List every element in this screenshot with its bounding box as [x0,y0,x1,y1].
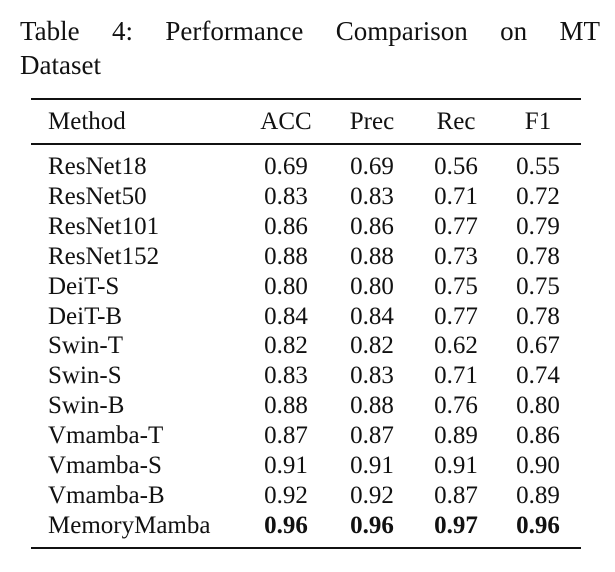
table-row: Swin-S 0.83 0.83 0.71 0.74 [0,361,615,391]
cell-prec: 0.86 [350,212,394,240]
cell-prec: 0.92 [350,481,394,509]
caption-line-1: Table 4: Performance Comparison on MT [20,16,600,46]
cell-method: Swin-T [48,332,123,360]
header-acc: ACC [260,108,312,135]
cell-acc: 0.92 [264,481,308,509]
table-caption: Table 4: Performance Comparison on MT Da… [20,14,600,82]
cell-f1: 0.89 [516,481,560,509]
table-row: ResNet101 0.86 0.86 0.77 0.79 [0,212,615,242]
header-prec: Prec [349,108,395,135]
cell-method: DeiT-B [48,302,123,330]
cell-prec: 0.88 [350,242,394,270]
cell-prec: 0.84 [350,302,394,330]
cell-rec: 0.77 [434,212,478,240]
cell-acc: 0.80 [264,272,308,300]
cell-method: Vmamba-T [48,422,164,450]
cell-rec: 0.77 [434,302,478,330]
cell-acc: 0.88 [264,392,308,420]
cell-prec: 0.83 [350,182,394,210]
cell-method: MemoryMamba [48,511,211,539]
cell-f1: 0.96 [516,511,560,539]
cell-prec: 0.87 [350,422,394,450]
cell-f1: 0.74 [516,362,560,390]
cell-method: ResNet18 [48,153,147,180]
cell-acc: 0.69 [264,153,308,180]
table-row: ResNet152 0.88 0.88 0.73 0.78 [0,242,615,272]
cell-f1: 0.75 [516,272,560,300]
table-row: DeiT-S 0.80 0.80 0.75 0.75 [0,272,615,302]
cell-acc: 0.87 [264,422,308,450]
cell-acc: 0.96 [264,511,308,539]
cell-method: Vmamba-S [48,452,162,479]
cell-rec: 0.97 [434,511,478,539]
cell-method: Swin-B [48,392,125,420]
cell-rec: 0.87 [434,481,478,509]
cell-f1: 0.72 [516,182,560,210]
cell-f1: 0.78 [516,242,560,270]
table-row: Vmamba-S 0.91 0.91 0.91 0.90 [0,451,615,481]
cell-method: ResNet152 [48,242,160,270]
cell-f1: 0.55 [516,153,560,180]
caption-line-2: Dataset [20,50,101,80]
header-rule [31,143,581,145]
table-row: Swin-T 0.82 0.82 0.62 0.67 [0,331,615,361]
header-f1: F1 [524,108,552,135]
cell-acc: 0.84 [264,302,308,330]
table-row: Vmamba-B 0.92 0.92 0.87 0.89 [0,481,615,511]
header-method: Method [48,108,126,135]
cell-f1: 0.80 [516,392,560,420]
table-row: MemoryMamba 0.96 0.96 0.97 0.96 [0,511,615,541]
cell-f1: 0.86 [516,422,560,450]
cell-prec: 0.82 [350,332,394,360]
cell-acc: 0.86 [264,212,308,240]
cell-rec: 0.62 [434,332,478,360]
cell-acc: 0.88 [264,242,308,270]
cell-method: Swin-S [48,362,122,390]
cell-prec: 0.80 [350,272,394,300]
cell-method: ResNet50 [48,182,147,210]
cell-f1: 0.79 [516,212,560,240]
cell-rec: 0.71 [434,362,478,390]
table-row: ResNet18 0.69 0.69 0.56 0.55 [0,152,615,182]
cell-prec: 0.69 [350,153,394,180]
cell-prec: 0.96 [350,511,394,539]
top-rule [31,98,581,100]
cell-prec: 0.88 [350,392,394,420]
bottom-rule [31,547,581,549]
cell-acc: 0.91 [264,452,308,479]
cell-f1: 0.67 [516,332,560,360]
cell-rec: 0.89 [434,422,478,450]
cell-rec: 0.56 [434,153,478,180]
cell-rec: 0.91 [434,452,478,479]
cell-rec: 0.73 [434,242,478,270]
cell-acc: 0.83 [264,182,308,210]
cell-f1: 0.78 [516,302,560,330]
table-header-row: Method ACC Prec Rec F1 [0,107,615,137]
header-rec: Rec [436,108,476,135]
cell-prec: 0.83 [350,362,394,390]
cell-f1: 0.90 [516,452,560,479]
cell-acc: 0.82 [264,332,308,360]
cell-method: Vmamba-B [48,481,165,509]
cell-rec: 0.76 [434,392,478,420]
cell-rec: 0.71 [434,182,478,210]
cell-rec: 0.75 [434,272,478,300]
cell-prec: 0.91 [350,452,394,479]
cell-acc: 0.83 [264,362,308,390]
cell-method: ResNet101 [48,212,160,240]
table-row: Vmamba-T 0.87 0.87 0.89 0.86 [0,421,615,451]
table-row: DeiT-B 0.84 0.84 0.77 0.78 [0,302,615,332]
table-row: ResNet50 0.83 0.83 0.71 0.72 [0,182,615,212]
table-row: Swin-B 0.88 0.88 0.76 0.80 [0,391,615,421]
cell-method: DeiT-S [48,272,120,300]
